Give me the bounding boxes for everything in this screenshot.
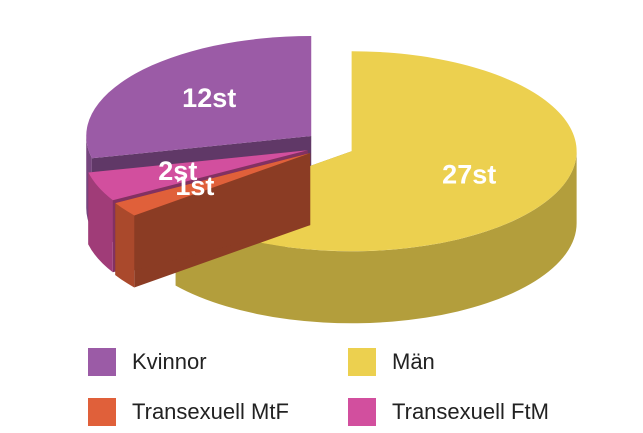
legend-swatch <box>88 398 116 426</box>
legend-swatch <box>348 398 376 426</box>
value-label: 2st <box>158 156 197 186</box>
slice-top <box>86 36 312 159</box>
slice-wall <box>115 153 311 276</box>
legend-swatch <box>88 348 116 376</box>
slice-top <box>88 150 308 201</box>
legend-label: Män <box>392 349 435 374</box>
slice-top <box>115 153 311 216</box>
legend-label: Kvinnor <box>132 349 207 374</box>
slice-side <box>115 203 135 288</box>
value-label: 1st <box>175 171 214 201</box>
legend-label: Transexuell FtM <box>392 399 549 424</box>
value-label: 12st <box>182 83 236 113</box>
legend-swatch <box>348 348 376 376</box>
pie-slice <box>115 153 311 288</box>
slice-side <box>175 151 577 324</box>
slice-side <box>88 172 113 273</box>
value-label: 27st <box>442 160 496 190</box>
legend-label: Transexuell MtF <box>132 399 289 424</box>
